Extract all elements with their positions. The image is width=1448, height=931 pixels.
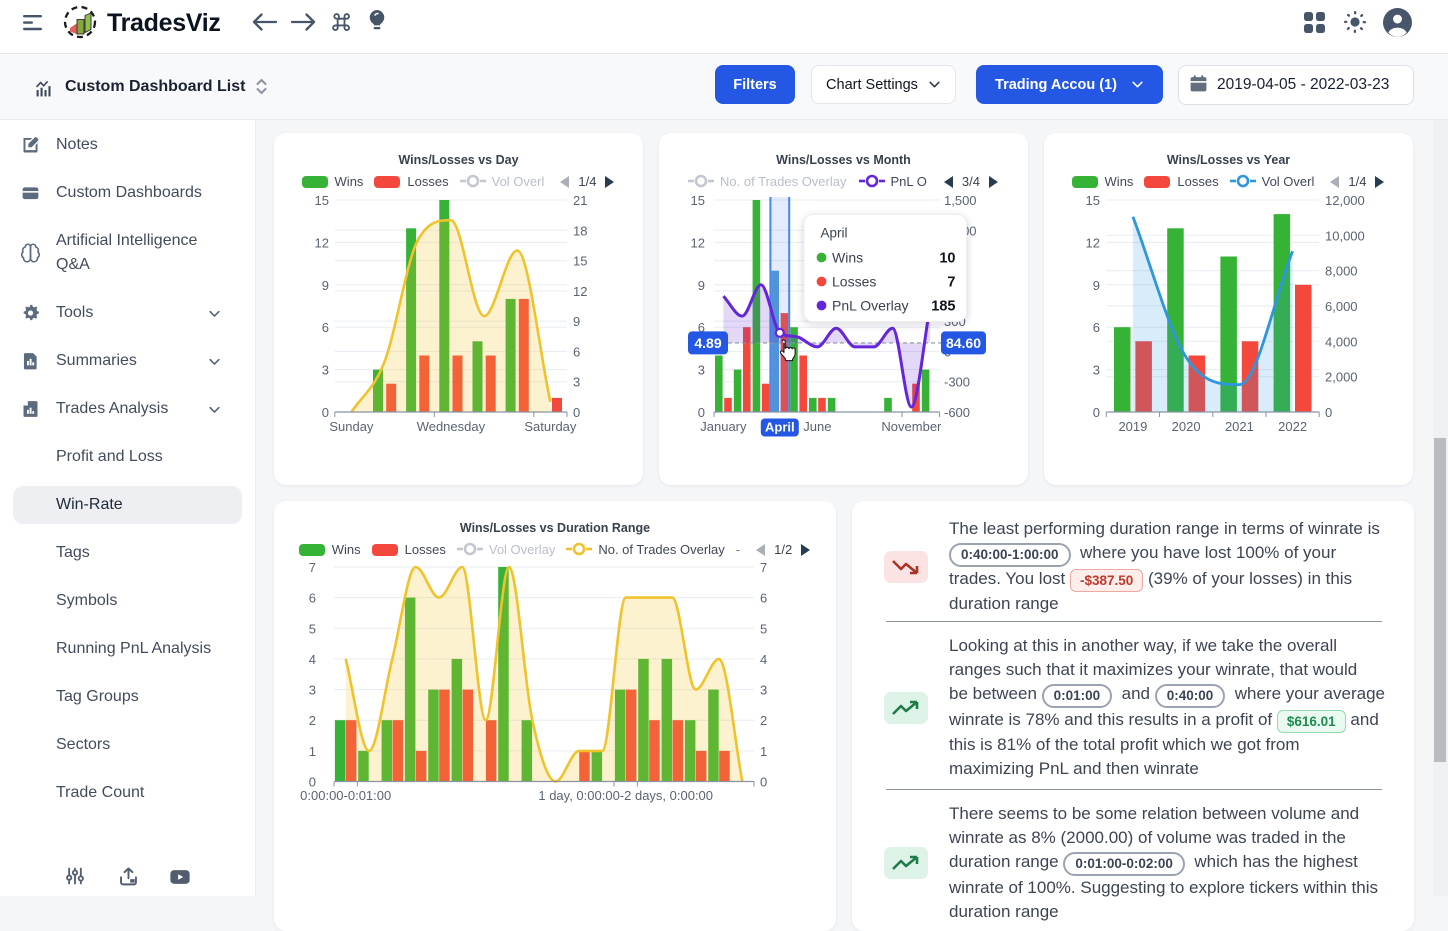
svg-text:10,000: 10,000 <box>1325 228 1365 243</box>
svg-text:November: November <box>881 419 942 434</box>
svg-text:7: 7 <box>947 275 955 291</box>
svg-text:21: 21 <box>573 193 587 208</box>
svg-text:6: 6 <box>1093 320 1100 335</box>
svg-text:12: 12 <box>315 235 329 250</box>
svg-text:3: 3 <box>322 363 329 378</box>
svg-text:0: 0 <box>309 775 316 790</box>
svg-text:5: 5 <box>309 621 316 636</box>
svg-text:6: 6 <box>573 344 580 359</box>
svg-text:1: 1 <box>309 744 316 759</box>
svg-text:10: 10 <box>939 251 955 267</box>
svg-text:0:00:00-0:01:00: 0:00:00-0:01:00 <box>300 788 391 803</box>
svg-text:3: 3 <box>760 683 767 698</box>
svg-text:2: 2 <box>760 713 767 728</box>
svg-text:6: 6 <box>309 591 316 606</box>
svg-text:3: 3 <box>1093 363 1100 378</box>
svg-text:4: 4 <box>760 652 767 667</box>
svg-text:Losses: Losses <box>832 274 876 290</box>
svg-text:June: June <box>803 419 831 434</box>
svg-text:0: 0 <box>698 405 705 420</box>
svg-text:2022: 2022 <box>1278 419 1307 434</box>
svg-text:15: 15 <box>691 193 705 208</box>
svg-text:0: 0 <box>573 405 580 420</box>
svg-text:7: 7 <box>760 560 767 575</box>
svg-text:Wednesday: Wednesday <box>417 419 486 434</box>
svg-text:4,000: 4,000 <box>1325 334 1358 349</box>
svg-text:1,500: 1,500 <box>944 193 977 208</box>
svg-text:18: 18 <box>573 223 587 238</box>
svg-text:Wins: Wins <box>832 250 863 266</box>
svg-text:8,000: 8,000 <box>1325 264 1358 279</box>
svg-text:4.89: 4.89 <box>694 335 721 351</box>
svg-text:7: 7 <box>309 560 316 575</box>
svg-text:6: 6 <box>322 320 329 335</box>
svg-text:-600: -600 <box>944 405 970 420</box>
svg-text:6: 6 <box>698 320 705 335</box>
svg-text:0: 0 <box>1325 405 1332 420</box>
svg-text:15: 15 <box>573 254 587 269</box>
svg-text:9: 9 <box>573 314 580 329</box>
svg-text:12,000: 12,000 <box>1325 193 1365 208</box>
svg-text:2019: 2019 <box>1118 419 1147 434</box>
svg-text:9: 9 <box>322 278 329 293</box>
svg-text:-300: -300 <box>944 375 970 390</box>
svg-text:6: 6 <box>760 591 767 606</box>
svg-text:0: 0 <box>1093 405 1100 420</box>
svg-text:0: 0 <box>322 405 329 420</box>
svg-text:3: 3 <box>309 683 316 698</box>
svg-text:January: January <box>700 419 747 434</box>
svg-text:15: 15 <box>1086 193 1100 208</box>
svg-text:1 day, 0:00:00-2 days, 0:00:00: 1 day, 0:00:00-2 days, 0:00:00 <box>538 788 713 803</box>
svg-text:April: April <box>821 226 848 241</box>
svg-text:3: 3 <box>698 363 705 378</box>
svg-text:12: 12 <box>573 284 587 299</box>
svg-text:PnL Overlay: PnL Overlay <box>832 298 909 314</box>
svg-text:9: 9 <box>698 278 705 293</box>
svg-text:2,000: 2,000 <box>1325 370 1358 385</box>
svg-text:12: 12 <box>1086 235 1100 250</box>
svg-text:12: 12 <box>691 235 705 250</box>
svg-text:Sunday: Sunday <box>329 419 374 434</box>
svg-text:0: 0 <box>760 775 767 790</box>
svg-text:2021: 2021 <box>1225 419 1254 434</box>
svg-text:1: 1 <box>760 744 767 759</box>
svg-text:15: 15 <box>315 193 329 208</box>
svg-text:185: 185 <box>931 299 955 315</box>
svg-text:9: 9 <box>1093 278 1100 293</box>
svg-text:3: 3 <box>573 375 580 390</box>
svg-text:Saturday: Saturday <box>524 419 577 434</box>
svg-text:2: 2 <box>309 713 316 728</box>
svg-text:4: 4 <box>309 652 316 667</box>
svg-text:2020: 2020 <box>1172 419 1201 434</box>
svg-text:April: April <box>765 420 795 435</box>
svg-text:5: 5 <box>760 621 767 636</box>
svg-text:6,000: 6,000 <box>1325 299 1358 314</box>
svg-text:84.60: 84.60 <box>946 335 981 351</box>
